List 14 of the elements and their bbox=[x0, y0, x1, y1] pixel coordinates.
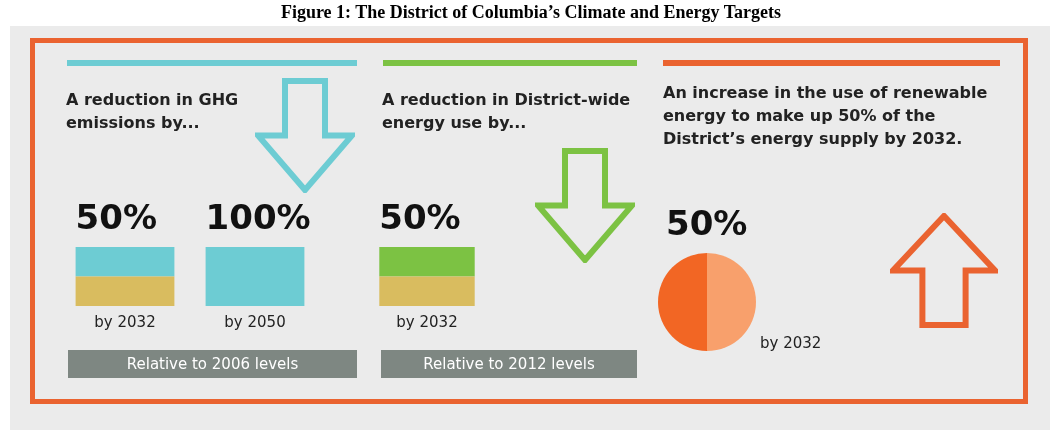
text: Relative to 2012 levels bbox=[381, 350, 637, 378]
data-label: 50% bbox=[379, 196, 461, 237]
text: An increase in the use of renewable energy to make up 50% of the District’s energy supply by 2032. bbox=[663, 82, 989, 150]
x-tick-label: by 2032 bbox=[94, 312, 156, 331]
data-label: 50% bbox=[666, 202, 748, 243]
data-label: 50% bbox=[75, 196, 157, 237]
data-label: 100% bbox=[205, 196, 311, 237]
text: by 2032 bbox=[760, 334, 822, 352]
x-tick-label: by 2050 bbox=[224, 312, 286, 331]
text: Relative to 2006 levels bbox=[68, 350, 357, 378]
chart-title: A reduction in District-wide energy use by... bbox=[382, 89, 632, 134]
x-tick-label: by 2032 bbox=[396, 312, 458, 331]
text: Figure 1: The District of Columbia’s Climate and Energy Targets bbox=[279, 2, 783, 23]
chart-subtitle: A reduction in GHG emissions by... bbox=[66, 89, 240, 134]
